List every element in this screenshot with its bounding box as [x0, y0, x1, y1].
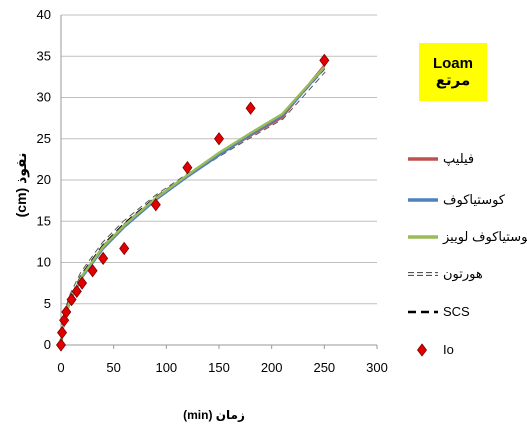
observed-point [66, 292, 77, 307]
x-tick-label: 50 [106, 360, 120, 375]
observed-point [245, 101, 256, 115]
gridlines [61, 14, 377, 305]
observed-markers [56, 53, 330, 352]
legend-label: هورتون [443, 266, 483, 282]
y-tick-label: 5 [44, 296, 51, 311]
x-tick-label: 0 [57, 360, 64, 375]
legend-marker [417, 343, 427, 357]
y-tick-label: 0 [44, 337, 51, 352]
x-tick-label: 100 [155, 360, 177, 375]
observed-point [87, 264, 98, 278]
observed-point [319, 53, 330, 68]
observed-point [214, 132, 224, 146]
legend: فیلیپ کوستیاکوف کوستیاکوف لوییز هورتون SCS Io [408, 151, 527, 357]
observed-point [150, 198, 161, 212]
y-tick-label: 10 [37, 255, 51, 270]
legend-label: Io [443, 342, 454, 357]
observed-point [119, 241, 130, 256]
x-axis-label: (min) زمان [183, 408, 245, 422]
observed-point [61, 305, 72, 319]
observed-point [56, 338, 66, 352]
x-tick-label: 150 [208, 360, 230, 375]
x-tick-label: 250 [313, 360, 335, 375]
y-tick-label: 30 [37, 90, 51, 105]
axes [60, 15, 378, 349]
y-tick-label: 25 [37, 131, 51, 146]
y-tick-label: 15 [37, 213, 51, 228]
y-tick-label: 40 [37, 7, 51, 22]
observed-point [182, 160, 193, 175]
legend-label: SCS [443, 304, 470, 319]
y-tick-labels: 0 5 10 15 20 25 30 35 40 [37, 7, 51, 352]
x-tick-label: 200 [261, 360, 283, 375]
badge-line-1: Loam [432, 54, 473, 72]
soil-type-badge: Loam مرتع [419, 43, 487, 101]
observed-point [77, 276, 88, 290]
observed-point [71, 284, 82, 299]
legend-label: کوستیاکوف لوییز [442, 229, 527, 245]
x-tick-label: 300 [366, 360, 388, 375]
y-tick-label: 20 [37, 172, 51, 187]
observed-point [57, 325, 68, 340]
series-line [59, 64, 326, 346]
legend-label: فیلیپ [443, 151, 474, 166]
y-tick-label: 35 [37, 48, 51, 63]
legend-label: کوستیاکوف [443, 192, 506, 208]
badge-line-2: مرتع [435, 72, 471, 89]
series-lines [59, 64, 326, 346]
x-tick-labels: 0 50 100 150 200 250 300 [57, 360, 387, 375]
y-axis-label: (cm) نفوذ [13, 153, 30, 218]
observed-point [98, 251, 109, 266]
